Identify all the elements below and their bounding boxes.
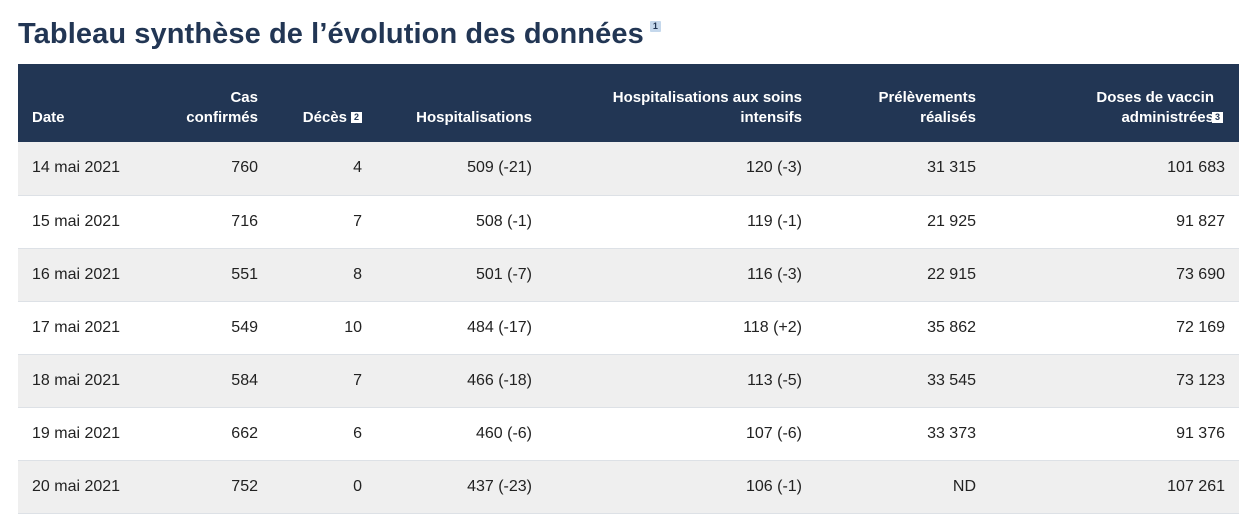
cell-soins-intensifs: 120 (-3) xyxy=(546,142,816,196)
cell-deces: 6 xyxy=(272,407,376,461)
cell-prelevements: 31 315 xyxy=(816,142,990,196)
cell-doses-vaccin: 101 683 xyxy=(990,142,1239,196)
cell-soins-intensifs: 118 (+2) xyxy=(546,301,816,355)
table-row: 15 mai 2021 716 7 508 (-1) 119 (-1) 21 9… xyxy=(18,195,1239,249)
cell-hospitalisations: 484 (-17) xyxy=(376,301,546,355)
cell-doses-vaccin: 107 261 xyxy=(990,460,1239,514)
cell-date: 20 mai 2021 xyxy=(18,460,144,514)
cell-cas-confirmes: 760 xyxy=(144,142,272,196)
cell-soins-intensifs: 107 (-6) xyxy=(546,407,816,461)
table-row: 17 mai 2021 549 10 484 (-17) 118 (+2) 35… xyxy=(18,301,1239,355)
cell-deces: 8 xyxy=(272,248,376,302)
table-row: 19 mai 2021 662 6 460 (-6) 107 (-6) 33 3… xyxy=(18,407,1239,461)
cell-doses-vaccin: 73 690 xyxy=(990,248,1239,302)
cell-date: 14 mai 2021 xyxy=(18,142,144,196)
cell-doses-vaccin: 73 123 xyxy=(990,354,1239,408)
data-summary-table: Date Cas confirmés Décès 2 Hospitalisatio… xyxy=(18,64,1239,514)
cell-hospitalisations: 460 (-6) xyxy=(376,407,546,461)
cell-cas-confirmes: 584 xyxy=(144,354,272,408)
column-header-hospitalisations: Hospitalisations xyxy=(376,64,546,142)
column-header-doses-vaccin: Doses de vaccin administrées3 xyxy=(990,64,1239,142)
column-header-prelevements: Prélèvements réalisés xyxy=(816,64,990,142)
column-header-date: Date xyxy=(18,64,144,142)
cell-doses-vaccin: 91 827 xyxy=(990,195,1239,249)
cell-deces: 4 xyxy=(272,142,376,196)
column-header-deces: Décès 2 xyxy=(272,64,376,142)
cell-deces: 7 xyxy=(272,354,376,408)
cell-doses-vaccin: 72 169 xyxy=(990,301,1239,355)
cell-soins-intensifs: 106 (-1) xyxy=(546,460,816,514)
cell-cas-confirmes: 752 xyxy=(144,460,272,514)
cell-hospitalisations: 466 (-18) xyxy=(376,354,546,408)
cell-prelevements: 22 915 xyxy=(816,248,990,302)
column-header-soins-intensifs: Hospitalisations aux soins intensifs xyxy=(546,64,816,142)
deces-footnote-badge[interactable]: 2 xyxy=(350,112,362,123)
cell-deces: 0 xyxy=(272,460,376,514)
cell-soins-intensifs: 119 (-1) xyxy=(546,195,816,249)
header-row: Date Cas confirmés Décès 2 Hospitalisatio… xyxy=(18,64,1239,142)
cell-hospitalisations: 509 (-21) xyxy=(376,142,546,196)
cell-cas-confirmes: 716 xyxy=(144,195,272,249)
cell-date: 18 mai 2021 xyxy=(18,354,144,408)
cell-prelevements: 21 925 xyxy=(816,195,990,249)
table-row: 16 mai 2021 551 8 501 (-7) 116 (-3) 22 9… xyxy=(18,248,1239,302)
cell-date: 19 mai 2021 xyxy=(18,407,144,461)
cell-date: 16 mai 2021 xyxy=(18,248,144,302)
cell-hospitalisations: 501 (-7) xyxy=(376,248,546,302)
column-header-cas-confirmes: Cas confirmés xyxy=(144,64,272,142)
page-title: Tableau synthèse de l’évolution des donn… xyxy=(18,16,661,52)
cell-prelevements: ND xyxy=(816,460,990,514)
cell-prelevements: 33 545 xyxy=(816,354,990,408)
table-row: 20 mai 2021 752 0 437 (-23) 106 (-1) ND … xyxy=(18,460,1239,514)
cell-date: 17 mai 2021 xyxy=(18,301,144,355)
cell-cas-confirmes: 662 xyxy=(144,407,272,461)
cell-soins-intensifs: 116 (-3) xyxy=(546,248,816,302)
title-text: Tableau synthèse de l’évolution des donn… xyxy=(18,18,644,50)
cell-deces: 7 xyxy=(272,195,376,249)
cell-prelevements: 33 373 xyxy=(816,407,990,461)
cell-date: 15 mai 2021 xyxy=(18,195,144,249)
cell-hospitalisations: 508 (-1) xyxy=(376,195,546,249)
cell-prelevements: 35 862 xyxy=(816,301,990,355)
cell-hospitalisations: 437 (-23) xyxy=(376,460,546,514)
cell-cas-confirmes: 551 xyxy=(144,248,272,302)
cell-cas-confirmes: 549 xyxy=(144,301,272,355)
cell-soins-intensifs: 113 (-5) xyxy=(546,354,816,408)
cell-doses-vaccin: 91 376 xyxy=(990,407,1239,461)
table-row: 18 mai 2021 584 7 466 (-18) 113 (-5) 33 … xyxy=(18,354,1239,408)
title-footnote-badge[interactable]: 1 xyxy=(649,21,661,32)
cell-deces: 10 xyxy=(272,301,376,355)
table-row: 14 mai 2021 760 4 509 (-21) 120 (-3) 31 … xyxy=(18,142,1239,196)
doses-footnote-badge[interactable]: 3 xyxy=(1211,112,1223,123)
